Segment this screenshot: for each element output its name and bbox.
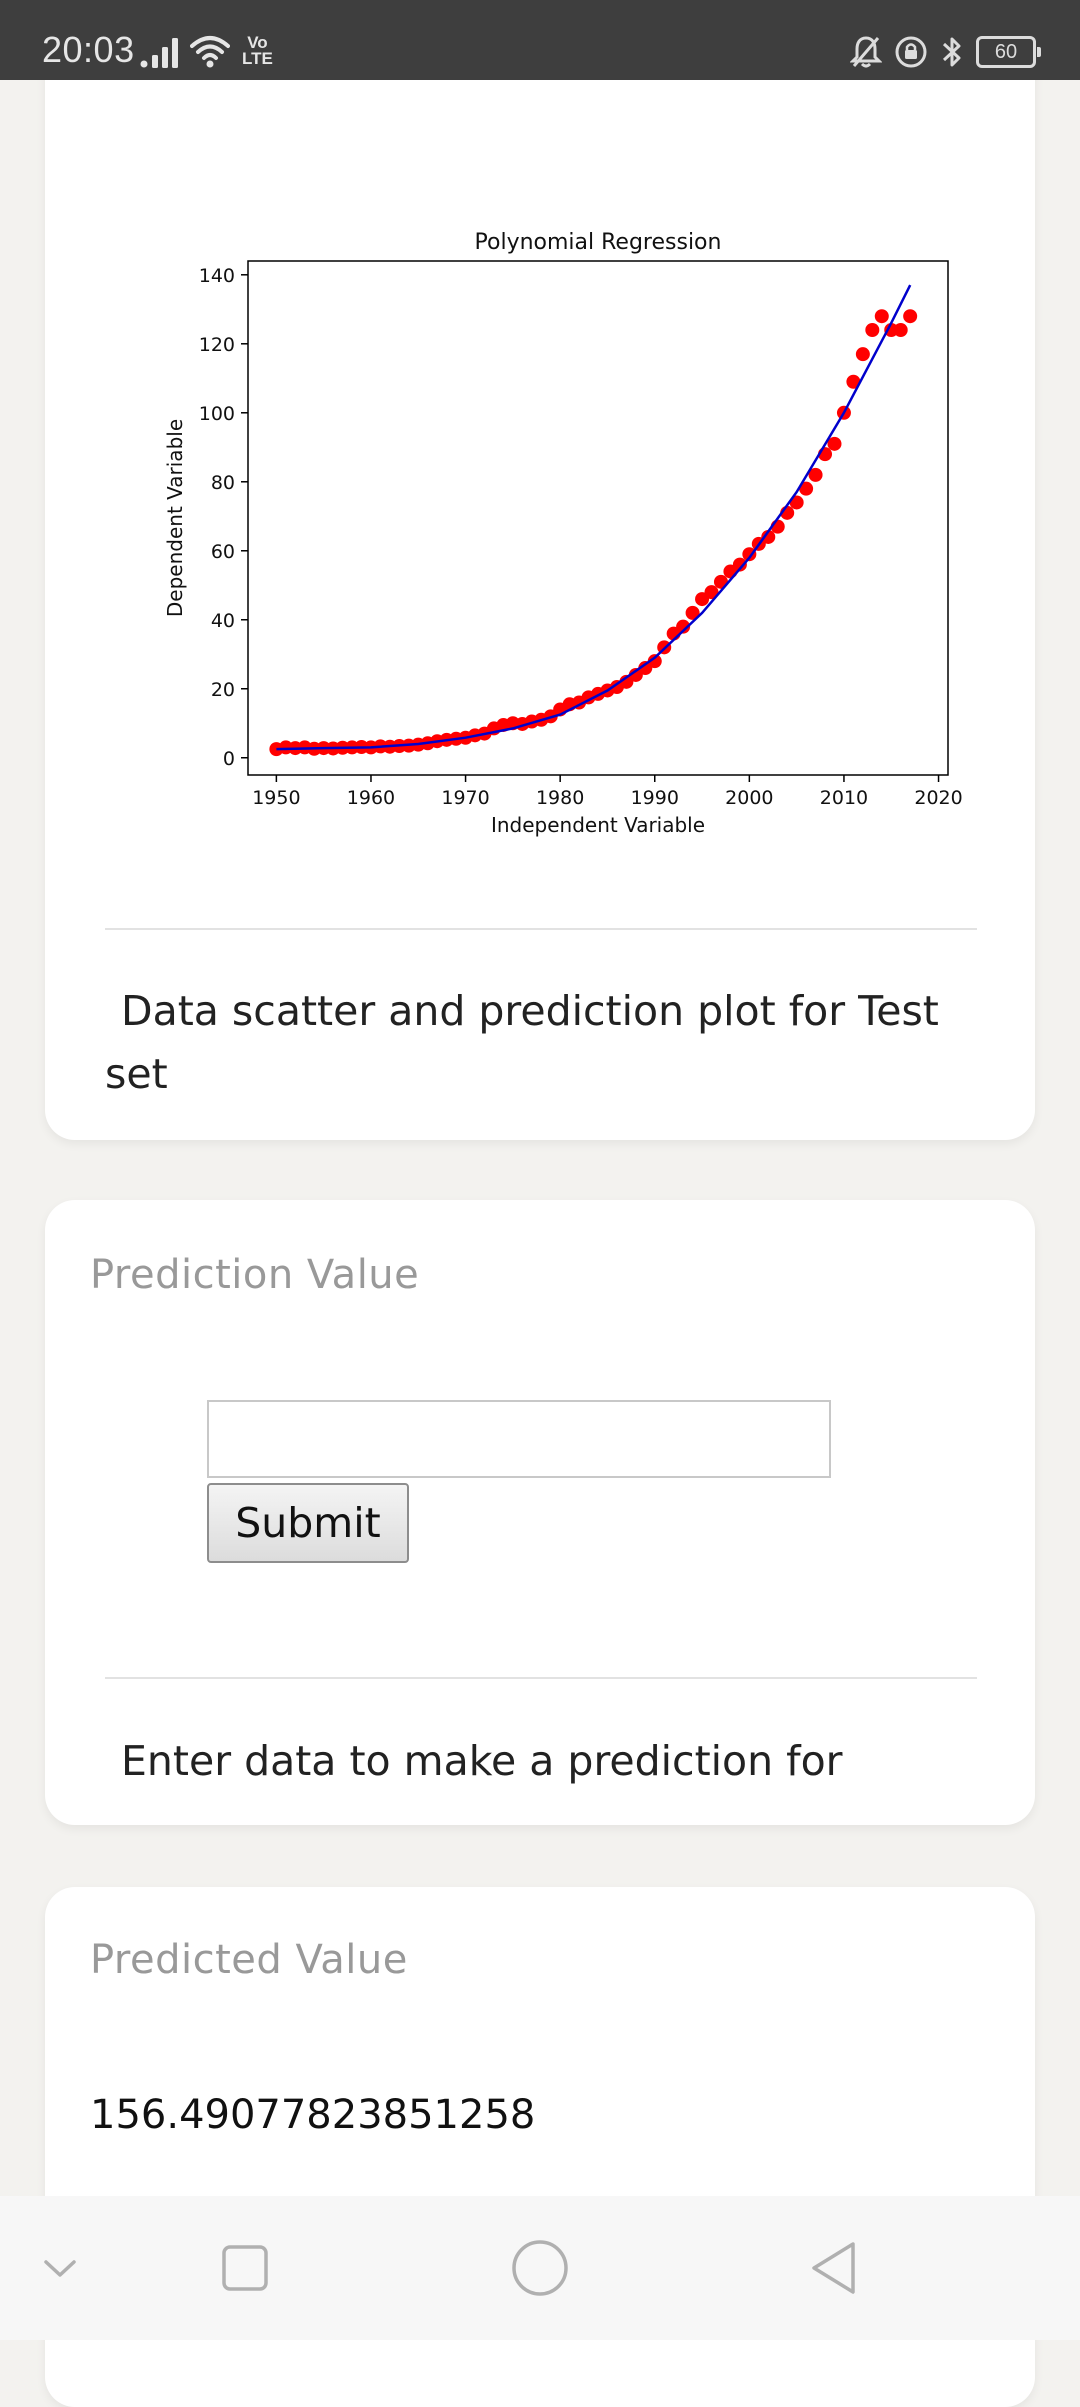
y-tick-label: 0 [223,748,235,770]
chart-card: 1950 1960 1970 1980 1990 2000 2010 2020 0 20 40 60 8… [45,40,1035,1140]
x-tick-label: 1950 [252,787,300,809]
home-circle-icon [512,2240,568,2296]
volte-top-text: Vo [247,33,268,52]
scatter-point [685,605,700,620]
scatter-point [676,619,691,634]
navigation-bar [0,2196,1080,2340]
back-triangle-icon [812,2242,855,2294]
x-tick-label: 1980 [536,787,584,809]
submit-button[interactable]: Submit [207,1483,409,1563]
regression-line [276,284,912,751]
prediction-input[interactable] [207,1400,831,1478]
scatter-point [846,374,861,389]
regression-chart: 1950 1960 1970 1980 1990 2000 2010 2020 0 20 40 60 8… [110,168,1030,908]
chart-divider [105,928,977,930]
mute-bell-icon [850,36,882,68]
lock-rotation-icon [895,36,927,68]
battery-level: 60 [994,40,1018,63]
scatter-point [704,585,719,600]
nav-back-button[interactable] [793,2196,873,2340]
x-tick-label: 1970 [441,787,489,809]
bluetooth-icon [942,37,961,67]
x-tick-label: 2000 [725,787,773,809]
y-tick-label: 20 [211,679,235,701]
y-tick-label: 100 [199,403,235,425]
nav-recents-button[interactable] [205,2196,285,2340]
battery-icon: 60 [976,36,1041,68]
predicted-value: 156.49077823851258 [90,2092,536,2138]
scatter-point [827,436,842,451]
prediction-divider [105,1677,977,1679]
x-tick-label: 2020 [914,787,962,809]
nav-collapse-button[interactable] [20,2196,100,2340]
status-time: 20:03 [42,29,135,70]
nav-home-button[interactable] [500,2196,580,2340]
scatter-point [874,309,889,324]
chart-svg: 1950 1960 1970 1980 1990 2000 2010 2020 0 20 40 60 8… [163,230,963,837]
x-tick-label: 1960 [347,787,395,809]
chevron-down-icon [44,2260,76,2277]
x-axis-label: Independent Variable [491,813,705,837]
prediction-card: Prediction Value Submit Enter data to ma… [45,1200,1035,1825]
x-tick-label: 2010 [820,787,868,809]
predicted-heading: Predicted Value [90,1937,408,1983]
prediction-caption: Enter data to make a prediction for [121,1737,843,1785]
scatter-point [742,547,757,562]
status-bar: 20:03 Vo LTE [0,0,1080,80]
y-tick-label: 140 [199,265,235,287]
y-tick-label: 60 [211,541,235,563]
chart-caption: Data scatter and prediction plot for Tes… [105,987,939,1098]
signal-icon [140,38,178,68]
scatter-point [808,467,823,482]
scatter-point [799,481,814,496]
volte-icon: Vo LTE [242,33,273,68]
x-tick-label: 1990 [631,787,679,809]
chart-title: Polynomial Regression [475,230,722,255]
scatter-point [732,557,747,572]
status-right-icons: 60 [850,32,1041,72]
scatter-point [865,322,880,337]
recents-square-icon [222,2245,268,2291]
scatter-point [761,529,776,544]
volte-bottom-text: LTE [242,49,273,68]
status-left-icons: Vo LTE [140,30,273,72]
scatter-point [855,347,870,362]
wifi-icon [190,36,230,68]
scatter-point [893,322,908,337]
scatter-point [903,309,918,324]
y-tick-label: 120 [199,334,235,356]
scatter-point [647,654,662,669]
y-axis-label: Dependent Variable [163,419,187,617]
prediction-heading: Prediction Value [90,1252,420,1298]
y-tick-label: 40 [211,610,235,632]
y-tick-label: 80 [211,472,235,494]
